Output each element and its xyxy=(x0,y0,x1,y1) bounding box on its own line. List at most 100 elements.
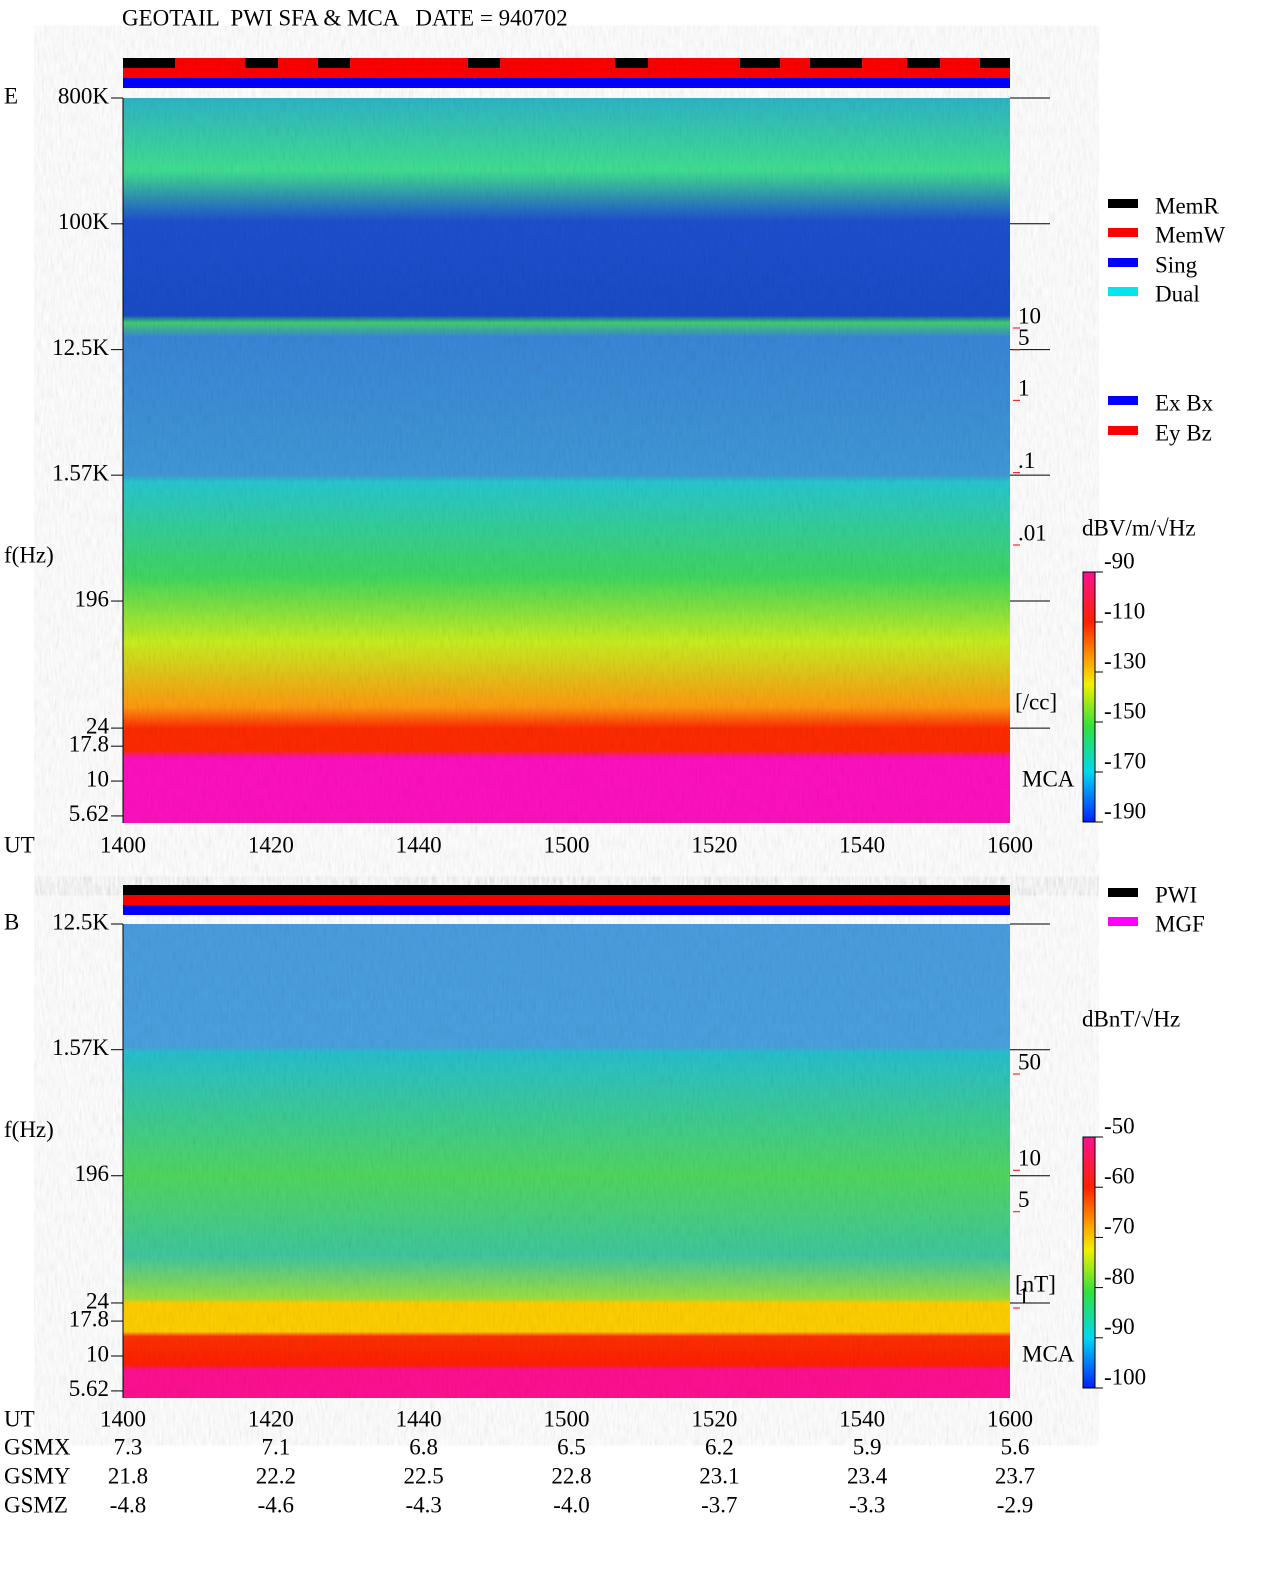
legend-swatch xyxy=(1108,426,1138,435)
x-tick-label: 1600 xyxy=(987,1406,1033,1431)
x-tick-label: 1500 xyxy=(544,1406,590,1431)
y-tick-label: 1.57K xyxy=(52,1035,109,1060)
x-axis-label: UT xyxy=(4,1406,35,1431)
secondary-tick-label: 50 xyxy=(1018,1049,1041,1074)
colorbar-tick-label: -60 xyxy=(1104,1163,1135,1188)
table-cell: -4.0 xyxy=(553,1492,589,1517)
panel-label: B xyxy=(4,909,19,934)
table-cell: 7.1 xyxy=(261,1434,290,1459)
colorbar-tick-label: -150 xyxy=(1104,698,1146,723)
legend-swatch xyxy=(1108,287,1138,296)
y-tick-label: 100K xyxy=(58,209,110,234)
y-tick-label: 196 xyxy=(75,1161,110,1186)
table-cell: -3.3 xyxy=(849,1492,885,1517)
table-cell: -2.9 xyxy=(997,1492,1033,1517)
x-tick-label: 1420 xyxy=(248,832,294,857)
table-cell: 23.4 xyxy=(847,1463,888,1488)
legend-swatch xyxy=(1108,228,1138,237)
secondary-axis-label: [nT] xyxy=(1015,1271,1056,1296)
secondary-tick-label: 1 xyxy=(1018,1283,1030,1308)
table-cell: 22.8 xyxy=(551,1463,591,1488)
y-axis-label: f(Hz) xyxy=(4,1117,54,1142)
legend-label: MemW xyxy=(1155,222,1226,247)
y-tick-label: 17.8 xyxy=(69,731,109,756)
colorbar-tick-label: -80 xyxy=(1104,1264,1135,1289)
table-cell: 23.7 xyxy=(995,1463,1035,1488)
legend-label: Ex Bx xyxy=(1155,390,1214,415)
colorbar-tick-label: -170 xyxy=(1104,748,1146,773)
colorbar xyxy=(1082,1136,1096,1389)
y-tick-label: 17.8 xyxy=(69,1306,109,1331)
x-tick-label: 1540 xyxy=(839,832,885,857)
y-tick-label: 5.62 xyxy=(69,801,109,826)
table-cell: 5.9 xyxy=(853,1434,882,1459)
secondary-tick-label: 1 xyxy=(1018,376,1030,401)
x-tick-label: 1400 xyxy=(100,832,146,857)
secondary-tick-label: .1 xyxy=(1018,448,1035,473)
table-cell: 6.8 xyxy=(409,1434,438,1459)
secondary-tick-label: 10 xyxy=(1018,303,1041,328)
colorbar-label: dBnT/√Hz xyxy=(1082,1006,1180,1031)
colorbar-tick-label: -190 xyxy=(1104,798,1146,823)
spectrogram-texture xyxy=(123,924,1010,1398)
colorbar-tick-label: -90 xyxy=(1104,548,1135,573)
table-row-label: GSMZ xyxy=(4,1492,68,1517)
table-cell: 22.2 xyxy=(256,1463,296,1488)
y-axis-label: f(Hz) xyxy=(4,542,54,567)
y-tick-label: 5.62 xyxy=(69,1376,109,1401)
table-cell: -4.6 xyxy=(258,1492,294,1517)
legend-label: Dual xyxy=(1155,281,1200,306)
x-tick-label: 1520 xyxy=(691,832,737,857)
x-tick-label: 1600 xyxy=(987,832,1033,857)
mca-label: MCA xyxy=(1022,1341,1075,1366)
legend-label: PWI xyxy=(1155,882,1197,907)
table-cell: 21.8 xyxy=(108,1463,148,1488)
x-axis-label: UT xyxy=(4,832,35,857)
x-tick-label: 1520 xyxy=(691,1406,737,1431)
table-cell: 22.5 xyxy=(404,1463,444,1488)
x-tick-label: 1400 xyxy=(100,1406,146,1431)
legend-swatch xyxy=(1108,396,1138,405)
y-tick-label: 12.5K xyxy=(52,909,109,934)
legend-label: Sing xyxy=(1155,252,1198,277)
table-cell: -4.3 xyxy=(405,1492,441,1517)
y-tick-label: 10 xyxy=(86,1341,109,1366)
status-bars xyxy=(123,58,1010,915)
y-tick-label: 24 xyxy=(86,1288,110,1313)
panel-label: E xyxy=(4,83,18,108)
x-tick-label: 1440 xyxy=(396,832,442,857)
colorbar-tick-label: -130 xyxy=(1104,648,1146,673)
mca-label: MCA xyxy=(1022,766,1075,791)
y-tick-label: 196 xyxy=(75,586,110,611)
table-cell: 7.3 xyxy=(114,1434,143,1459)
y-tick-label: 12.5K xyxy=(52,335,109,360)
table-cell: 6.5 xyxy=(557,1434,586,1459)
legend-label: Ey Bz xyxy=(1155,420,1212,445)
colorbar-tick-label: -90 xyxy=(1104,1314,1135,1339)
table-cell: 23.1 xyxy=(699,1463,739,1488)
legend-swatch xyxy=(1108,917,1138,926)
x-tick-label: 1440 xyxy=(396,1406,442,1431)
table-cell: 5.6 xyxy=(1001,1434,1030,1459)
colorbar-label: dBV/m/√Hz xyxy=(1082,515,1196,540)
colorbar-tick-label: -70 xyxy=(1104,1214,1135,1239)
table-cell: 6.2 xyxy=(705,1434,734,1459)
secondary-tick-label: 5 xyxy=(1018,325,1030,350)
colorbar-tick-label: -110 xyxy=(1104,598,1145,623)
x-tick-label: 1500 xyxy=(544,832,590,857)
title: GEOTAIL PWI SFA & MCA DATE = 940702 xyxy=(122,5,568,30)
y-tick-label: 24 xyxy=(86,713,110,738)
table-cell: -4.8 xyxy=(110,1492,146,1517)
legend-label: MemR xyxy=(1155,193,1220,218)
colorbar-tick-label: -50 xyxy=(1104,1113,1135,1138)
table-row-label: GSMY xyxy=(4,1463,71,1488)
legend-label: MGF xyxy=(1155,911,1205,936)
secondary-tick-label: 5 xyxy=(1018,1187,1030,1212)
secondary-tick-label: 10 xyxy=(1018,1146,1041,1171)
colorbar xyxy=(1082,571,1096,823)
table-cell: -3.7 xyxy=(701,1492,737,1517)
y-tick-label: 1.57K xyxy=(52,460,109,485)
y-tick-label: 800K xyxy=(58,83,110,108)
spectrogram-texture xyxy=(123,98,1010,823)
